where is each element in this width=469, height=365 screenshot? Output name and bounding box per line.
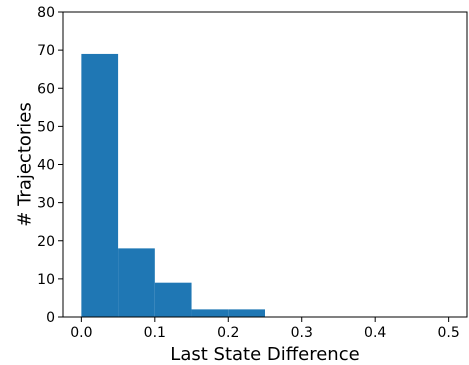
y-tick-label: 30	[37, 196, 55, 212]
histogram-bar-2	[154, 282, 192, 317]
y-tick-label: 50	[37, 119, 55, 135]
y-axis-ticks: 0 10 20 30 40 50 60 70 80	[37, 5, 63, 326]
x-tick-label: 0.1	[144, 325, 166, 341]
x-tick-label: 0.4	[364, 325, 386, 341]
y-tick-label: 80	[37, 5, 55, 21]
x-tick-label: 0.3	[291, 325, 313, 341]
x-tick-label: 0.2	[217, 325, 239, 341]
histogram-bars	[81, 53, 265, 317]
x-axis-ticks: 0.0 0.1 0.2 0.3 0.4 0.5	[70, 317, 460, 341]
x-tick-label: 0.5	[438, 325, 460, 341]
y-axis-label: # Trajectories	[14, 102, 35, 226]
histogram-bar-0	[81, 53, 119, 317]
y-tick-label: 20	[37, 234, 55, 250]
y-tick-label: 60	[37, 81, 55, 97]
y-tick-label: 10	[37, 272, 55, 288]
histogram-bar-1	[118, 248, 155, 317]
histogram-bar-4	[228, 309, 265, 317]
x-tick-label: 0.0	[70, 325, 92, 341]
y-tick-label: 0	[46, 310, 55, 326]
x-axis-label: Last State Difference	[170, 344, 359, 365]
y-tick-label: 40	[37, 158, 55, 174]
histogram-bar-3	[191, 309, 229, 317]
y-tick-label: 70	[37, 43, 55, 59]
